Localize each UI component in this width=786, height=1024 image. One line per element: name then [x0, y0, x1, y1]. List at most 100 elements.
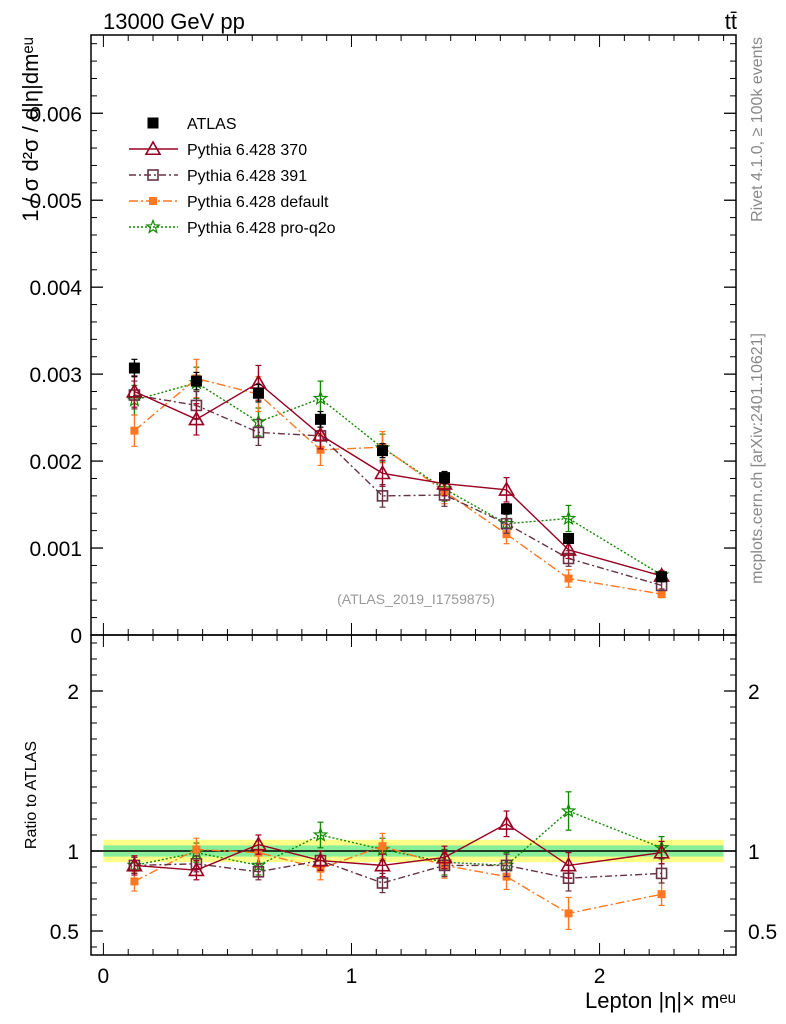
ratio-point-p370 — [560, 856, 577, 872]
main-ytick-label: 0.006 — [29, 103, 82, 126]
legend-marker-pq2o — [145, 218, 161, 234]
ratio-frame — [90, 634, 737, 956]
header-process-label: tt̄ — [725, 9, 737, 34]
main-ytick-label: 0.003 — [29, 364, 82, 387]
main-ytick-label: 0.005 — [29, 190, 82, 213]
main-point-p391 — [252, 426, 265, 439]
main-point-atlas — [314, 413, 326, 425]
ratio-point-p391 — [655, 867, 668, 880]
legend-entry-pdefault: Pythia 6.428 default — [129, 194, 329, 211]
ratio-point-p370 — [653, 843, 670, 859]
main-point-pdefault — [657, 590, 666, 599]
ratio-point-p370 — [126, 856, 143, 872]
legend: ATLAS Pythia 6.428 370 Pythia 6.428 391 Pyt… — [129, 116, 336, 237]
legend-marker-p370 — [144, 140, 162, 156]
main-series-pdefault — [130, 358, 666, 599]
main-point-pdefault — [130, 426, 139, 435]
xtick-label: 1 — [346, 965, 358, 988]
main-point-atlas — [252, 387, 264, 399]
ratio-point-p370 — [436, 848, 453, 864]
ratio-point-p370 — [312, 851, 329, 867]
main-series-p391 — [128, 380, 668, 592]
main-point-p391 — [500, 517, 513, 530]
main-series-atlas — [128, 358, 668, 583]
main-point-atlas — [190, 375, 202, 387]
legend-label-p391: Pythia 6.428 391 — [187, 168, 307, 185]
legend-marker-atlas — [147, 117, 159, 129]
ratio-y-axis-label: Ratio to ATLAS — [23, 741, 40, 849]
main-point-p370 — [498, 481, 515, 496]
ratio-series-p370 — [126, 810, 670, 881]
main-point-atlas — [439, 472, 451, 484]
ratio-point-pq2o — [560, 802, 577, 818]
analysis-watermark: (ATLAS_2019_I1759875) — [337, 591, 495, 607]
main-panel: 0.001 0.002 0.003 0.004 0.005 0.006 0 (ATLAS_2… — [18, 34, 737, 648]
ratio-point-pq2o — [312, 826, 329, 842]
x-axis-label: Lepton |η|× mᵉᵘ — [585, 988, 736, 1013]
main-point-p370 — [126, 382, 143, 398]
ratio-point-p391 — [376, 877, 389, 889]
ratio-point-p391 — [500, 859, 513, 872]
main-point-pdefault — [502, 530, 511, 539]
ratio-point-pdefault — [564, 909, 573, 918]
legend-entry-atlas: ATLAS — [147, 116, 237, 133]
main-point-p370 — [188, 410, 205, 426]
main-point-atlas — [128, 362, 140, 374]
legend-label-atlas: ATLAS — [187, 116, 237, 133]
legend-label-p370: Pythia 6.428 370 — [187, 142, 307, 159]
main-line-pq2o — [134, 382, 662, 576]
main-point-pq2o — [312, 390, 329, 406]
ratio-panel: 0.5 0.5 1 1 2 2 0 1 2 Ratio to ATLAS Lepton |η|×… — [23, 634, 777, 1013]
main-ytick-label: 0 — [70, 625, 82, 648]
ratio-point-p370 — [188, 861, 205, 877]
legend-marker-pdefault — [149, 197, 157, 205]
ratio-line-pq2o — [134, 810, 662, 867]
main-point-p370 — [374, 464, 391, 480]
ratio-ytick-label: 1 — [67, 841, 79, 864]
main-line-pdefault — [133, 377, 662, 595]
legend-entry-p391: Pythia 6.428 391 — [129, 168, 307, 185]
rivet-version-label: Rivet 4.1.0, ≥ 100k events — [749, 37, 766, 222]
ratio-ytick-label: 0.5 — [50, 921, 79, 944]
ratio-ytick-label-right: 2 — [748, 681, 760, 704]
main-series-p370 — [126, 364, 670, 582]
main-series-pq2o — [126, 366, 670, 582]
ratio-point-pdefault — [378, 842, 387, 851]
legend-marker-p391 — [147, 169, 159, 181]
ratio-ytick-label: 2 — [67, 681, 79, 704]
main-point-pdefault — [564, 574, 573, 583]
legend-entry-pq2o: Pythia 6.428 pro-q2o — [129, 218, 336, 237]
ratio-ytick-label-right: 0.5 — [748, 921, 777, 944]
main-point-pdefault — [316, 445, 325, 454]
main-line-p370 — [134, 381, 662, 577]
main-ytick-label: 0.001 — [29, 538, 82, 561]
main-point-atlas — [656, 571, 668, 583]
ratio-line-p391 — [134, 859, 662, 884]
main-ytick-label: 0.002 — [29, 451, 82, 474]
ratio-point-p370 — [250, 835, 267, 851]
main-point-atlas — [376, 445, 388, 457]
ratio-point-p370 — [374, 856, 391, 872]
main-point-pq2o — [560, 510, 577, 526]
ratio-ytick-label-right: 1 — [748, 841, 760, 864]
ratio-point-pdefault — [130, 877, 139, 886]
mcplots-label: mcplots.cern.ch [arXiv:2401.10621] — [749, 333, 766, 584]
main-point-atlas — [501, 503, 513, 515]
legend-label-pq2o: Pythia 6.428 pro-q2o — [187, 220, 336, 237]
main-point-p370 — [560, 541, 577, 556]
main-line-p391 — [134, 394, 662, 587]
xtick-label: 0 — [98, 965, 110, 988]
legend-label-pdefault: Pythia 6.428 default — [187, 194, 329, 211]
main-point-p370 — [312, 426, 329, 442]
main-point-p391 — [376, 490, 389, 502]
ratio-point-p370 — [498, 815, 515, 830]
ratio-point-p391 — [252, 865, 265, 878]
xtick-label: 2 — [594, 965, 606, 988]
main-ytick-label: 0.004 — [29, 277, 82, 300]
ratio-point-pdefault — [657, 890, 666, 899]
main-y-axis-label: 1 / σ d²σ / d|η|dmᵉᵘ — [18, 37, 43, 222]
legend-entry-p370: Pythia 6.428 370 — [129, 140, 307, 159]
main-point-atlas — [563, 532, 575, 544]
ratio-point-pdefault — [192, 845, 201, 854]
